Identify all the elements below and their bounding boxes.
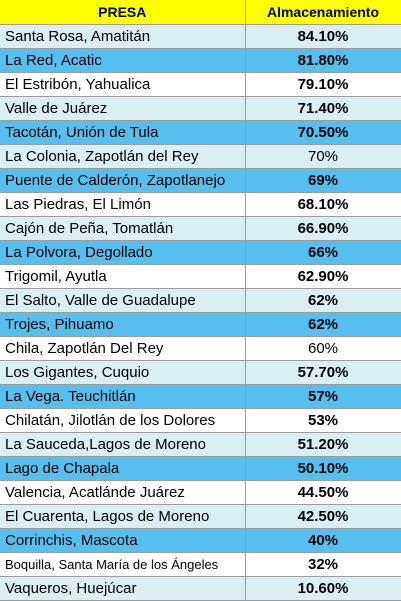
header-almacenamiento: Almacenamiento <box>245 0 401 25</box>
header-presa: PRESA <box>0 0 246 25</box>
table-row: Trojes, Pihuamo 62% <box>0 312 401 337</box>
almacenamiento-value: 81.80% <box>245 48 401 73</box>
table-header-row: PRESA Almacenamiento <box>0 0 401 25</box>
table-row: Trigomil, Ayutla 62.90% <box>0 264 401 289</box>
table-row: Chila, Zapotlán Del Rey 60% <box>0 336 401 361</box>
almacenamiento-value: 53% <box>245 408 401 433</box>
presa-name: La Colonia, Zapotlán del Rey <box>0 144 246 169</box>
presa-name: Valencia, Acatlánde Juárez <box>0 480 246 505</box>
presa-name: Trojes, Pihuamo <box>0 312 246 337</box>
almacenamiento-value: 71.40% <box>245 96 401 121</box>
table-row: Los Gigantes, Cuquio 57.70% <box>0 360 401 385</box>
presa-name: Santa Rosa, Amatitán <box>0 24 246 49</box>
table-row: La Red, Acatic 81.80% <box>0 48 401 73</box>
presa-name: Boquilla, Santa María de los Ángeles <box>0 552 246 577</box>
table-row: Boquilla, Santa María de los Ángeles 32% <box>0 552 401 577</box>
presa-name: Lago de Chapala <box>0 456 246 481</box>
presa-name: Tacotán, Unión de Tula <box>0 120 246 145</box>
presa-name: La Red, Acatic <box>0 48 246 73</box>
table-row: Lago de Chapala 50.10% <box>0 456 401 481</box>
table-row: Chilatán, Jilotlán de los Dolores 53% <box>0 408 401 433</box>
almacenamiento-value: 62% <box>245 312 401 337</box>
presa-name: Cajón de Peña, Tomatlán <box>0 216 246 241</box>
table-row: La Polvora, Degollado 66% <box>0 240 401 265</box>
table-row: Valle de Juárez 71.40% <box>0 96 401 121</box>
presa-name: La Polvora, Degollado <box>0 240 246 265</box>
almacenamiento-value: 79.10% <box>245 72 401 97</box>
presa-name: Valle de Juárez <box>0 96 246 121</box>
table-row: Santa Rosa, Amatitán 84.10% <box>0 24 401 49</box>
presa-name: La Sauceda,Lagos de Moreno <box>0 432 246 457</box>
presa-name: Las Piedras, El Limón <box>0 192 246 217</box>
table-row: Vaqueros, Huejúcar 10.60% <box>0 576 401 601</box>
table-row: Las Piedras, El Limón 68.10% <box>0 192 401 217</box>
table-row: Cajón de Peña, Tomatlán 66.90% <box>0 216 401 241</box>
almacenamiento-value: 60% <box>245 336 401 361</box>
table-body: Santa Rosa, Amatitán 84.10% La Red, Acatic… <box>0 24 401 601</box>
presa-name: Puente de Calderón, Zapotlanejo <box>0 168 246 193</box>
almacenamiento-value: 10.60% <box>245 576 401 601</box>
presa-name: Corrinchis, Mascota <box>0 528 246 553</box>
table-row: La Colonia, Zapotlán del Rey 70% <box>0 144 401 169</box>
table-row: Valencia, Acatlánde Juárez 44.50% <box>0 480 401 505</box>
table-row: La Sauceda,Lagos de Moreno 51.20% <box>0 432 401 457</box>
almacenamiento-value: 44.50% <box>245 480 401 505</box>
almacenamiento-value: 32% <box>245 552 401 577</box>
table-row: Puente de Calderón, Zapotlanejo 69% <box>0 168 401 193</box>
almacenamiento-value: 84.10% <box>245 24 401 49</box>
almacenamiento-value: 50.10% <box>245 456 401 481</box>
almacenamiento-value: 42.50% <box>245 504 401 529</box>
table-row: El Estribón, Yahualica 79.10% <box>0 72 401 97</box>
presa-name: Trigomil, Ayutla <box>0 264 246 289</box>
presa-name: Vaqueros, Huejúcar <box>0 576 246 601</box>
almacenamiento-value: 66.90% <box>245 216 401 241</box>
table-row: Corrinchis, Mascota 40% <box>0 528 401 553</box>
almacenamiento-value: 57.70% <box>245 360 401 385</box>
presa-name: Chilatán, Jilotlán de los Dolores <box>0 408 246 433</box>
almacenamiento-value: 51.20% <box>245 432 401 457</box>
presa-name: Los Gigantes, Cuquio <box>0 360 246 385</box>
almacenamiento-value: 62% <box>245 288 401 313</box>
almacenamiento-value: 40% <box>245 528 401 553</box>
presa-name: El Cuarenta, Lagos de Moreno <box>0 504 246 529</box>
presa-name: Chila, Zapotlán Del Rey <box>0 336 246 361</box>
table-row: El Cuarenta, Lagos de Moreno 42.50% <box>0 504 401 529</box>
table-row: La Vega. Teuchitlán 57% <box>0 384 401 409</box>
almacenamiento-value: 70.50% <box>245 120 401 145</box>
almacenamiento-value: 68.10% <box>245 192 401 217</box>
almacenamiento-value: 69% <box>245 168 401 193</box>
presa-name: El Salto, Valle de Guadalupe <box>0 288 246 313</box>
table-row: Tacotán, Unión de Tula 70.50% <box>0 120 401 145</box>
almacenamiento-value: 70% <box>245 144 401 169</box>
almacenamiento-value: 66% <box>245 240 401 265</box>
almacenamiento-value: 62.90% <box>245 264 401 289</box>
presa-name: El Estribón, Yahualica <box>0 72 246 97</box>
table-row: El Salto, Valle de Guadalupe 62% <box>0 288 401 313</box>
presa-name: La Vega. Teuchitlán <box>0 384 246 409</box>
almacenamiento-value: 57% <box>245 384 401 409</box>
